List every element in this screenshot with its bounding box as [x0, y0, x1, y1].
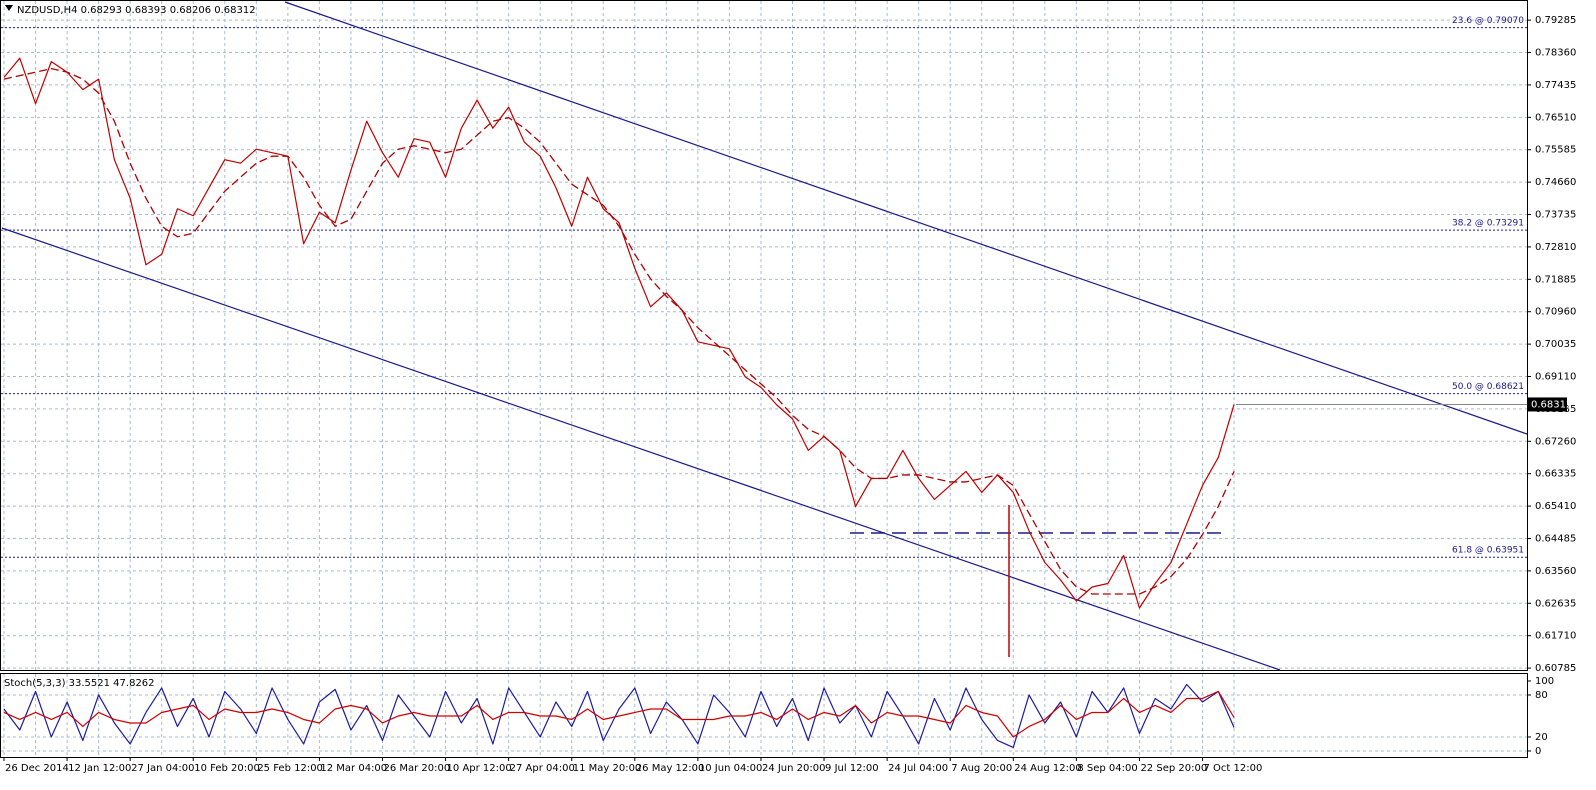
x-tick-label: 8 Sep 04:00: [1077, 763, 1137, 774]
grid-layer: [1, 1, 1527, 757]
y-tick-label: 0.65410: [1535, 501, 1576, 512]
y-tick-label: 80: [1535, 690, 1548, 701]
main-frame: [0, 0, 1528, 671]
x-tick-label: 26 Dec 2014: [5, 763, 69, 774]
fib-label: 50.0 @ 0.68621: [1452, 382, 1524, 392]
y-tick-label: 0.62635: [1535, 598, 1576, 609]
y-tick-label: 0.60785: [1535, 663, 1576, 674]
fib-label: 61.8 @ 0.63951: [1452, 546, 1524, 556]
channel-lower: [1, 227, 1281, 671]
y-tick-label: 0: [1535, 746, 1541, 757]
x-tick-label: 7 Aug 20:00: [951, 763, 1012, 774]
y-tick-label: 0.66335: [1535, 469, 1576, 480]
y-tick-label: 0.78360: [1535, 48, 1576, 59]
x-tick-label: 11 May 20:00: [573, 763, 642, 774]
y-tick-label: 20: [1535, 732, 1548, 743]
series-line: [3, 57, 1235, 609]
x-tick-label: 9 Jul 12:00: [825, 763, 879, 774]
series-line: [3, 683, 1235, 749]
x-tick-label: 12 Mar 04:00: [320, 763, 387, 774]
last-price-label: 0.68312: [1531, 399, 1572, 410]
y-tick-label: 0.75585: [1535, 145, 1576, 156]
series-line: [3, 690, 1235, 738]
y-tick-label: 0.71885: [1535, 274, 1576, 285]
y-tick-label: 0.76510: [1535, 112, 1576, 123]
y-tick-label: 0.61710: [1535, 631, 1576, 642]
y-tick-label: 0.69110: [1535, 372, 1576, 383]
x-tick-label: 27 Apr 04:00: [510, 763, 575, 774]
channel-upper: [284, 1, 1528, 435]
last-price-box: [1528, 397, 1567, 412]
y-tick-label: 0.72810: [1535, 242, 1576, 253]
x-tick-label: 10 Feb 20:00: [194, 763, 260, 774]
x-tick-label: 10 Jun 04:00: [699, 763, 763, 774]
x-tick-label: 22 Sep 20:00: [1140, 763, 1207, 774]
x-tick-label: 26 May 12:00: [636, 763, 705, 774]
y-tick-label: 0.74660: [1535, 177, 1576, 188]
x-tick-label: 26 Mar 20:00: [383, 763, 450, 774]
stoch-title: Stoch(5,3,3) 33.5521 47.8262: [4, 678, 155, 689]
series-line: [3, 68, 1235, 595]
y-tick-label: 100: [1535, 676, 1554, 687]
x-tick-label: 25 Feb 12:00: [257, 763, 323, 774]
x-tick-label: 24 Jul 04:00: [888, 763, 948, 774]
y-tick-label: 0.73735: [1535, 210, 1576, 221]
y-tick-label: 0.79285: [1535, 15, 1576, 26]
x-tick-label: 10 Apr 12:00: [447, 763, 512, 774]
fib-label: 38.2 @ 0.73291: [1452, 219, 1524, 229]
y-tick-label: 0.77435: [1535, 80, 1576, 91]
x-tick-label: 24 Aug 12:00: [1014, 763, 1081, 774]
x-tick-label: 24 Jun 20:00: [762, 763, 826, 774]
y-tick-label: 0.70035: [1535, 339, 1576, 350]
y-tick-label: 0.67260: [1535, 436, 1576, 447]
y-tick-label: 0.70960: [1535, 307, 1576, 318]
stoch-frame: [0, 673, 1528, 758]
y-tick-label: 0.63560: [1535, 566, 1576, 577]
fib-label: 23.6 @ 0.79070: [1452, 16, 1524, 26]
x-tick-label: 12 Jan 12:00: [68, 763, 131, 774]
x-tick-label: 27 Jan 04:00: [131, 763, 194, 774]
chart-title: NZDUSD,H4 0.68293 0.68393 0.68206 0.6831…: [17, 5, 256, 16]
y-tick-label: 0.64485: [1535, 533, 1576, 544]
symbol-icon: [5, 5, 13, 11]
x-tick-label: 7 Oct 12:00: [1204, 763, 1263, 774]
